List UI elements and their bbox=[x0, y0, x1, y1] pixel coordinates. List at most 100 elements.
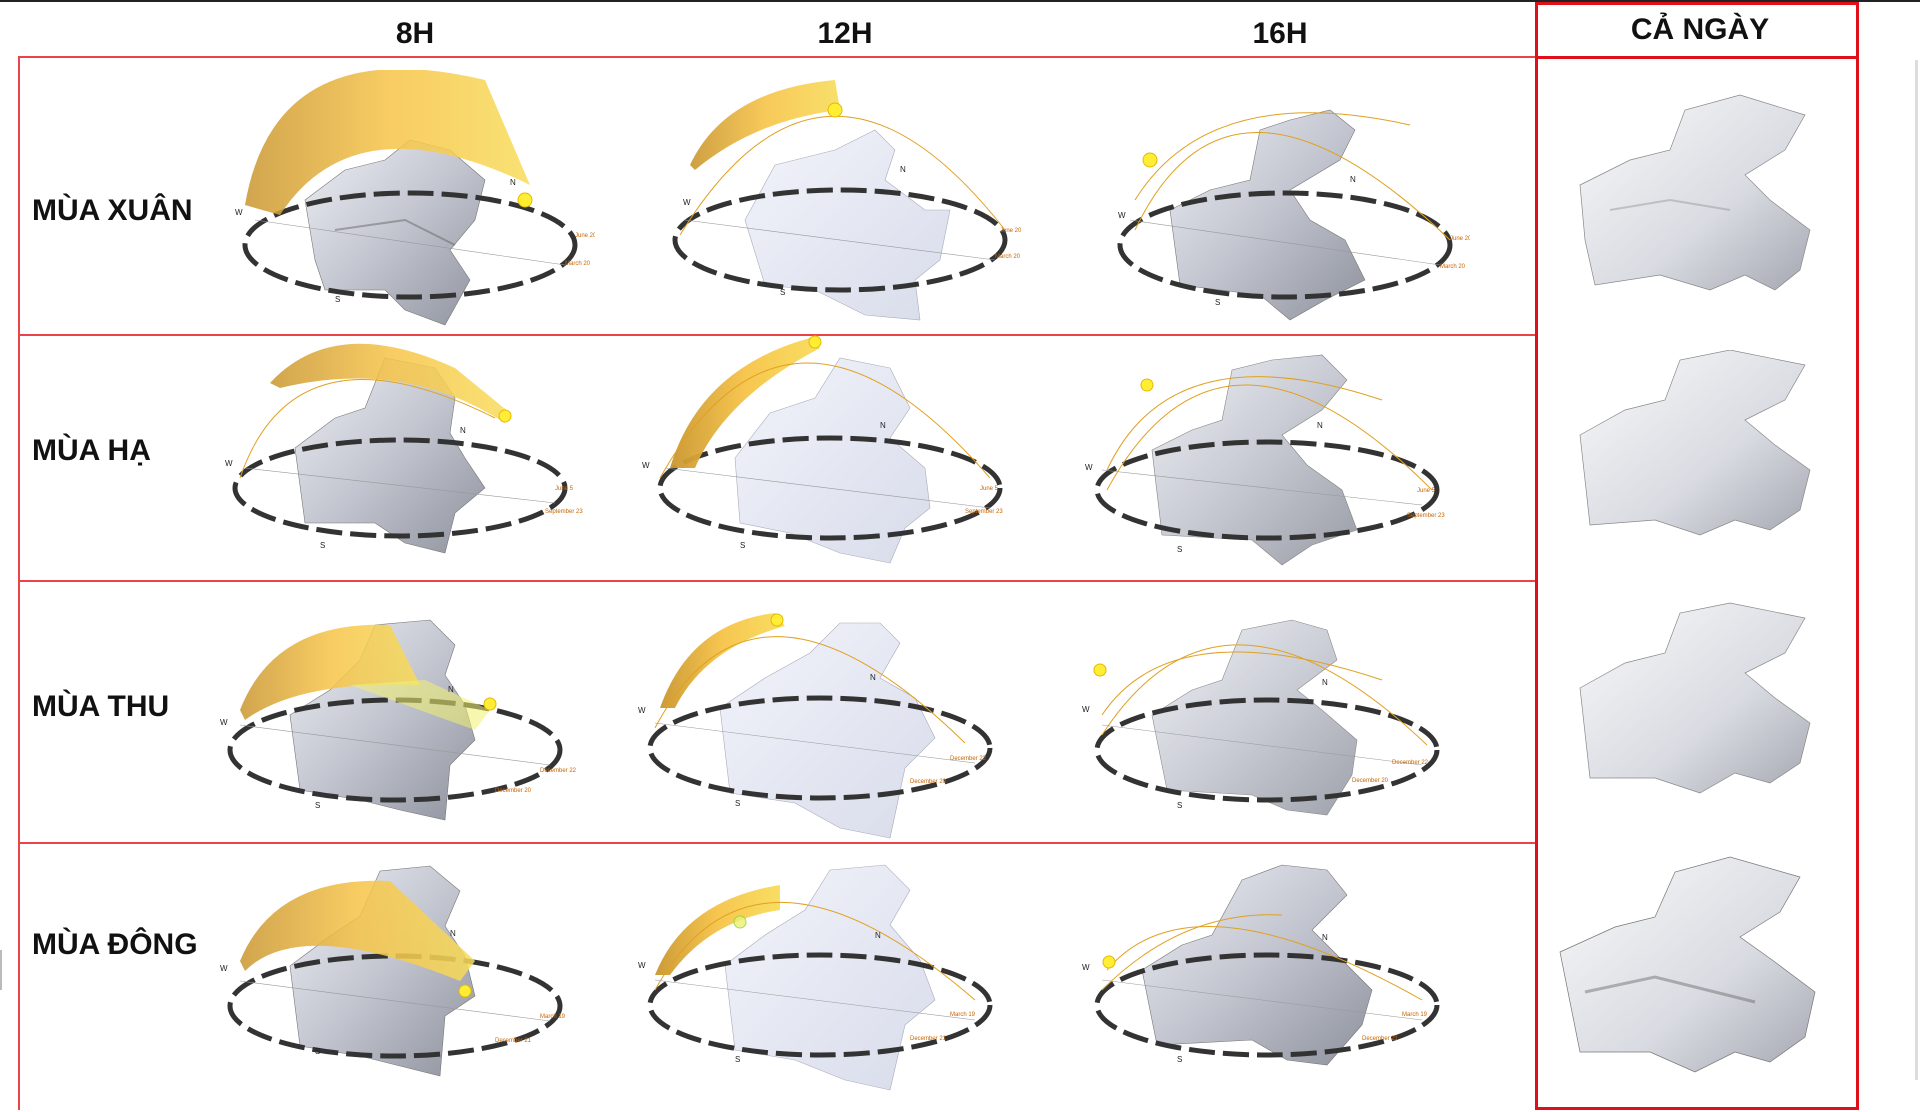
compass-s: S bbox=[315, 1047, 320, 1056]
compass-n: N bbox=[880, 421, 886, 430]
sun-icon bbox=[1142, 152, 1158, 168]
sun-arc-band bbox=[240, 624, 420, 720]
date-label-b: December 21 bbox=[1362, 1036, 1399, 1042]
season-label-spring: MÙA XUÂN bbox=[32, 194, 193, 227]
date-label-b: September 23 bbox=[1407, 513, 1445, 519]
sun-diagram-winter-16h: W N S March 19 December 21 bbox=[1082, 850, 1452, 1100]
date-label-b: March 20 bbox=[565, 261, 591, 267]
date-label-b: March 20 bbox=[1440, 264, 1466, 270]
compass-s: S bbox=[780, 288, 785, 297]
compass-w: W bbox=[220, 964, 228, 973]
sun-icon bbox=[808, 335, 822, 349]
sun-diagram-summer-8h: W N S June 5 September 23 bbox=[225, 338, 585, 578]
column-header-8h: 8H bbox=[395, 17, 435, 50]
compass-n: N bbox=[875, 931, 881, 940]
sun-icon bbox=[827, 102, 843, 118]
sun-diagram-winter-8h: W N S March 19 December 21 bbox=[220, 856, 580, 1096]
date-label-b: December 21 bbox=[495, 1038, 532, 1044]
date-label-a: March 19 bbox=[950, 1012, 976, 1018]
sun-icon bbox=[458, 984, 472, 998]
compass-w: W bbox=[225, 459, 233, 468]
compass-s: S bbox=[320, 541, 325, 550]
terrain-model bbox=[744, 129, 951, 321]
terrain-model bbox=[294, 357, 486, 554]
date-label-b: December 20 bbox=[495, 788, 532, 794]
compass-w: W bbox=[638, 706, 646, 715]
season-label-summer: MÙA HẠ bbox=[32, 434, 151, 467]
left-edge-mark bbox=[0, 950, 2, 990]
compass-ring bbox=[242, 190, 578, 300]
date-label-b: September 23 bbox=[545, 509, 583, 515]
sun-arc-band bbox=[670, 338, 820, 468]
sun-icon bbox=[1140, 378, 1154, 392]
compass-w: W bbox=[1082, 963, 1090, 972]
date-label-a: December 22 bbox=[540, 768, 577, 774]
compass-w: W bbox=[1085, 463, 1093, 472]
terrain-all-day-winter bbox=[1555, 852, 1845, 1082]
compass-s: S bbox=[1215, 298, 1220, 307]
compass-n: N bbox=[1350, 175, 1356, 184]
sun-arc-band bbox=[660, 613, 785, 708]
compass-n: N bbox=[1317, 421, 1323, 430]
sun-icon bbox=[1102, 955, 1116, 969]
terrain-model bbox=[1141, 864, 1373, 1066]
compass-s: S bbox=[735, 1055, 740, 1064]
sun-diagram-spring-12h: W N S June 20 March 20 bbox=[665, 70, 1025, 330]
date-label-a: March 19 bbox=[1402, 1012, 1428, 1018]
compass-ring bbox=[1094, 439, 1440, 541]
compass-ring bbox=[1094, 952, 1440, 1058]
terrain-model bbox=[1169, 109, 1366, 321]
compass-s: S bbox=[735, 799, 740, 808]
sun-diagram-summer-16h: W N S June 5 September 23 bbox=[1082, 340, 1452, 580]
terrain-all-day-autumn bbox=[1570, 598, 1830, 808]
compass-ring bbox=[1094, 697, 1440, 803]
compass-w: W bbox=[683, 198, 691, 207]
compass-w: W bbox=[1118, 211, 1126, 220]
right-edge-mark bbox=[1915, 60, 1918, 1080]
compass-s: S bbox=[1177, 1055, 1182, 1064]
date-label-a: March 19 bbox=[540, 1014, 566, 1020]
all-day-column-frame bbox=[1535, 2, 1859, 1110]
compass-ring bbox=[647, 695, 993, 801]
compass-s: S bbox=[335, 295, 340, 304]
terrain-all-day-summer bbox=[1570, 350, 1830, 550]
sun-icon bbox=[517, 192, 533, 208]
date-label-a: June 5 bbox=[555, 486, 574, 492]
sun-icon bbox=[733, 915, 747, 929]
compass-n: N bbox=[1322, 933, 1328, 942]
compass-w: W bbox=[1082, 705, 1090, 714]
date-label-b: December 20 bbox=[910, 779, 947, 785]
column-header-all-day: CẢ NGÀY bbox=[1630, 13, 1770, 46]
compass-s: S bbox=[315, 801, 320, 810]
date-label-b: March 20 bbox=[995, 254, 1021, 260]
compass-n: N bbox=[900, 165, 906, 174]
sun-icon bbox=[1093, 663, 1107, 677]
compass-s: S bbox=[1177, 545, 1182, 554]
compass-ring bbox=[647, 952, 993, 1058]
terrain-model bbox=[1151, 619, 1358, 816]
sun-diagram-spring-8h: W N S June 20 March 20 bbox=[235, 70, 595, 330]
sun-arc-band bbox=[655, 885, 780, 975]
sun-diagram-autumn-8h: W N S December 22 December 20 bbox=[220, 600, 580, 840]
compass-w: W bbox=[642, 461, 650, 470]
sun-icon bbox=[498, 409, 512, 423]
compass-n: N bbox=[870, 673, 876, 682]
compass-s: S bbox=[740, 541, 745, 550]
sun-arc-band bbox=[690, 80, 840, 170]
date-label-a: June 20 bbox=[1000, 228, 1022, 234]
sun-diagram-autumn-16h: W N S December 22 December 20 bbox=[1082, 600, 1452, 840]
compass-ring bbox=[657, 435, 1003, 541]
compass-n: N bbox=[1322, 678, 1328, 687]
compass-w: W bbox=[638, 961, 646, 970]
date-label-b: September 23 bbox=[965, 509, 1003, 515]
date-label-b: December 21 bbox=[910, 1036, 947, 1042]
compass-n: N bbox=[448, 685, 454, 694]
date-label-a: June 20 bbox=[1450, 236, 1470, 242]
sun-icon bbox=[770, 613, 784, 627]
compass-n: N bbox=[450, 929, 456, 938]
date-label-a: June 20 bbox=[575, 233, 595, 239]
sun-arc-band bbox=[245, 70, 530, 215]
compass-w: W bbox=[220, 718, 228, 727]
column-header-16h: 16H bbox=[1252, 17, 1308, 50]
terrain-model bbox=[719, 622, 936, 839]
